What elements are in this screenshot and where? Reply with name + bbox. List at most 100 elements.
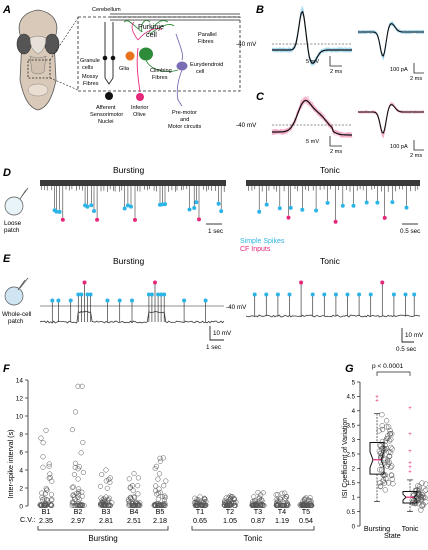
category-label: Tonic xyxy=(402,524,419,533)
isi-point xyxy=(160,455,166,461)
panel-e-scale-v-right: 10 mV xyxy=(405,332,424,339)
waveform-trace xyxy=(271,10,353,64)
panel-c-scale-i: 100 pA xyxy=(390,144,408,150)
panel-g-xlabel: State xyxy=(384,531,401,540)
simple-spike-marker xyxy=(404,205,409,210)
y-tick-label: 14 xyxy=(16,378,24,385)
simple-spike-marker xyxy=(163,202,167,207)
isi-point xyxy=(131,494,137,500)
panel-e-label: E xyxy=(3,253,11,265)
y-tick-label: 3 xyxy=(352,437,356,444)
isi-point xyxy=(48,491,54,497)
waveform-trace xyxy=(271,6,353,65)
isi-point xyxy=(249,502,256,509)
isi-point-max xyxy=(279,490,285,496)
cv-point xyxy=(388,444,394,451)
cv-point xyxy=(422,488,428,494)
cv-point xyxy=(377,467,383,473)
cf-input-marker xyxy=(82,280,87,285)
isi-point xyxy=(106,495,112,501)
panel-c-label: C xyxy=(256,91,265,103)
panel-g-label: G xyxy=(345,363,354,375)
isi-point xyxy=(39,494,45,500)
isi-point xyxy=(48,502,54,508)
panel-e-scalebar-left xyxy=(209,326,224,341)
panel-f-group-brackets: Bursting Tonic xyxy=(37,526,315,543)
mean-waveform xyxy=(272,99,352,136)
panel-d-bursting-title: Bursting xyxy=(113,165,144,175)
isi-point xyxy=(283,494,289,500)
cv-point xyxy=(377,480,383,486)
panel-d-label: D xyxy=(3,167,11,179)
isi-point xyxy=(103,478,109,484)
glia-label: Glia xyxy=(119,66,130,72)
y-tick-label: 4.5 xyxy=(347,394,356,401)
cv-point xyxy=(388,436,394,443)
cf-input-marker xyxy=(153,280,157,285)
isi-point xyxy=(232,502,238,509)
current-trace xyxy=(357,21,425,58)
cf-input-marker xyxy=(197,217,201,222)
isi-point xyxy=(99,471,105,478)
cv-point xyxy=(419,480,425,486)
y-tick-label: 0 xyxy=(19,504,23,511)
simple-spike-marker xyxy=(390,200,395,205)
isi-point xyxy=(227,495,234,501)
isi-point xyxy=(161,501,167,507)
cv-point xyxy=(380,446,386,452)
simple-spike-marker xyxy=(92,209,96,213)
current-trace xyxy=(357,22,425,57)
current-trace xyxy=(357,104,425,135)
panel-d-scale-right: 0.5 sec xyxy=(400,228,420,235)
isi-point-max xyxy=(197,494,203,500)
panel-c-scale-t2: 2 ms xyxy=(410,153,422,159)
simple-spike-marker xyxy=(375,200,380,205)
panel-c-threshold-label: -40 mV xyxy=(236,122,257,129)
panel-g-ylabel: ISI Coefficient of Variation xyxy=(342,418,349,498)
current-trace xyxy=(357,21,425,58)
waveform-trace xyxy=(272,11,353,65)
y-tick-label: 8 xyxy=(19,432,23,439)
y-tick-label: 4 xyxy=(352,408,356,415)
isi-point xyxy=(79,383,85,389)
cv-point xyxy=(421,493,427,499)
panel-f-label: F xyxy=(3,363,10,375)
afferent-label: Afferent Sensorimotor Nuclei xyxy=(90,105,125,125)
simple-spike-marker xyxy=(79,292,84,297)
panel-c-scalebar-left xyxy=(329,136,342,147)
isi-point xyxy=(46,461,52,467)
isi-point xyxy=(308,499,314,505)
panel-b-label: B xyxy=(256,4,264,16)
inferior-olive-node xyxy=(136,93,144,101)
cv-point xyxy=(419,503,425,509)
simple-spike-marker xyxy=(275,292,280,297)
isi-point xyxy=(161,483,167,489)
panel-g-significance-bracket xyxy=(376,371,411,376)
isi-point xyxy=(73,490,79,496)
cv-point xyxy=(380,472,386,478)
simple-spike-marker xyxy=(264,292,269,297)
cv-point xyxy=(387,431,393,437)
panel-f-y-axis: 0 2 4 6 8 10 12 14 xyxy=(16,378,29,511)
waveform-trace xyxy=(271,12,353,67)
cv-point xyxy=(383,475,389,482)
isi-point xyxy=(39,490,45,496)
current-trace xyxy=(357,22,425,59)
cv-point xyxy=(384,457,391,463)
isi-point xyxy=(152,502,158,509)
isi-point xyxy=(69,502,75,508)
isi-point xyxy=(127,484,133,490)
simple-spike-marker xyxy=(277,206,282,211)
cf-input-marker xyxy=(380,280,385,285)
waveform-trace xyxy=(271,11,353,66)
panel-f-cv-label: C.V.: xyxy=(20,515,35,524)
outlier-marker: + xyxy=(408,406,412,412)
isi-point xyxy=(72,460,78,466)
current-trace xyxy=(357,20,425,59)
isi-point xyxy=(156,471,163,477)
cv-point xyxy=(386,453,392,459)
cv-point xyxy=(377,483,384,489)
panel-e-scale-v-left: 10 mV xyxy=(213,330,232,337)
panel-b-scalebar-left xyxy=(329,56,342,67)
cell-cv-value: 2.18 xyxy=(153,516,167,525)
